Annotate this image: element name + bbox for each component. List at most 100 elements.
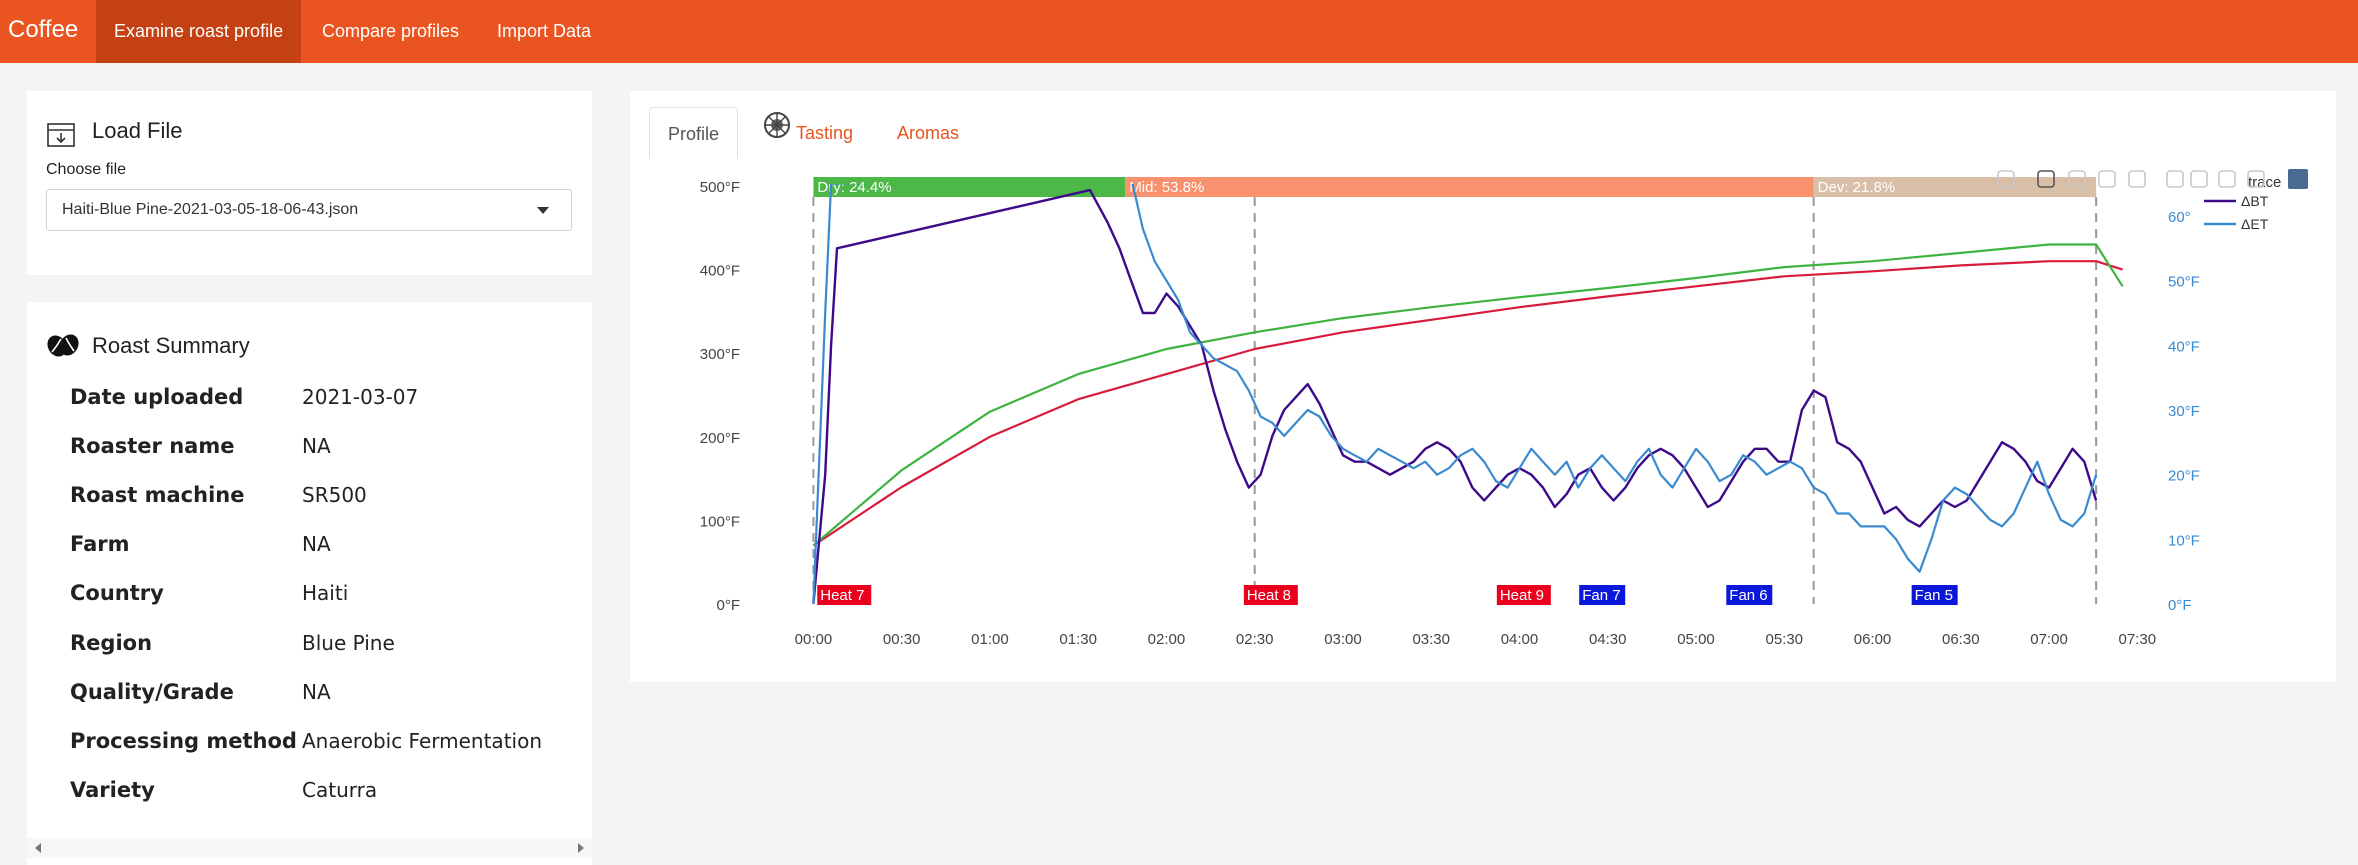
series-line (812, 188, 2098, 605)
phase-label: Dry: 24.4% (817, 179, 891, 196)
x-tick-label: 05:00 (1677, 631, 1715, 648)
roast-summary-title: Roast Summary (92, 333, 250, 358)
autoscale-icon[interactable] (2218, 170, 2236, 188)
caret-down-icon[interactable] (537, 207, 549, 214)
summary-key: Quality/Grade (70, 680, 234, 704)
y-tick-label: 100°F (700, 513, 740, 530)
summary-value: SR500 (302, 483, 367, 507)
y2-tick-label: 40°F (2168, 338, 2200, 355)
download-file-icon (46, 119, 76, 154)
summary-key: Region (70, 631, 153, 655)
event-label: Fan 5 (1915, 587, 1953, 604)
summary-key: Roaster name (70, 434, 235, 458)
summary-value: Haiti (302, 581, 349, 605)
summary-value: Blue Pine (302, 631, 395, 655)
choose-file-label: Choose file (46, 161, 127, 178)
summary-key: Date uploaded (70, 385, 244, 409)
brand-logo[interactable]: Coffee (8, 16, 79, 43)
event-badge (1911, 585, 1958, 605)
zoom-in-icon[interactable] (2166, 170, 2184, 188)
summary-key: Roast machine (70, 483, 245, 507)
x-tick-label: 04:00 (1501, 631, 1539, 648)
phase-label: Mid: 53.8% (1129, 179, 1204, 196)
y2-tick-label: 20°F (2168, 468, 2200, 485)
y-tick-label: 300°F (700, 346, 740, 363)
y2-tick-label: 30°F (2168, 403, 2200, 420)
x-tick-label: 02:30 (1236, 631, 1274, 648)
roast-summary-card: Roast Summary (27, 302, 592, 865)
x-tick-label: 07:30 (2119, 631, 2157, 648)
event-badge (1579, 585, 1626, 605)
summary-key: Variety (70, 778, 155, 802)
y-tick-label: 200°F (700, 430, 740, 447)
y2-tick-label: 50°F (2168, 274, 2200, 291)
event-label: Fan 6 (1729, 587, 1767, 604)
y2-tick-label: 60° (2168, 209, 2191, 226)
x-tick-label: 00:00 (795, 631, 833, 648)
series-line (812, 243, 2124, 547)
top-navbar: Coffee Examine roast profile Compare pro… (0, 0, 2358, 63)
reset-axes-icon[interactable] (2247, 170, 2265, 188)
series-line (812, 184, 2098, 605)
summary-key: Processing method (70, 729, 297, 753)
summary-value: NA (302, 532, 331, 556)
legend-entry: ΔBT (2241, 193, 2269, 209)
summary-key: Country (70, 581, 164, 605)
tab-tasting-label: Tasting (796, 123, 854, 143)
nav-compare-profiles[interactable]: Compare profiles (322, 21, 460, 41)
horizontal-scrollbar[interactable] (27, 838, 592, 858)
x-tick-label: 03:30 (1412, 631, 1450, 648)
event-label: Heat 7 (820, 587, 864, 604)
event-badge (817, 585, 872, 605)
y2-tick-label: 0°F (2168, 597, 2192, 614)
event-badge (1243, 585, 1298, 605)
scroll-right-arrow-icon[interactable] (578, 843, 584, 853)
summary-value: 2021-03-07 (302, 385, 419, 409)
x-tick-label: 02:00 (1148, 631, 1186, 648)
phase-bar (1813, 177, 2097, 197)
camera-icon[interactable] (1997, 170, 2015, 188)
box-select-icon[interactable] (2098, 170, 2116, 188)
scroll-left-arrow-icon[interactable] (35, 843, 41, 853)
legend-entry: ΔET (2241, 216, 2269, 232)
phase-label: Dev: 21.8% (1818, 179, 1896, 196)
load-file-card: Load File Choose file Haiti-Blue Pine-20… (27, 91, 592, 275)
summary-key: Farm (70, 532, 130, 556)
file-select-value: Haiti-Blue Pine-2021-03-05-18-06-43.json (62, 201, 359, 218)
plotly-logo-icon[interactable] (2288, 169, 2308, 189)
x-tick-label: 03:00 (1324, 631, 1362, 648)
nav-import-data[interactable]: Import Data (497, 21, 592, 41)
x-tick-label: 06:30 (1942, 631, 1980, 648)
series-line (812, 260, 2123, 547)
load-file-title: Load File (92, 118, 183, 143)
x-tick-label: 01:30 (1059, 631, 1097, 648)
pan-icon[interactable] (2068, 170, 2086, 188)
tab-aromas[interactable]: Aromas (897, 123, 960, 143)
roast-profile-chart[interactable]: 0°F 100°F 200°F 300°F 400°F 500°F 0°F 10°F 20°F 3… (630, 160, 2336, 660)
y-tick-label: 500°F (700, 179, 740, 196)
nav-examine-roast-profile[interactable]: Examine roast profile (96, 0, 302, 63)
x-tick-label: 07:00 (2030, 631, 2068, 648)
file-select[interactable]: Haiti-Blue Pine-2021-03-05-18-06-43.json (46, 189, 572, 231)
event-badge (1726, 585, 1773, 605)
tab-tasting[interactable]: Tasting (762, 107, 853, 159)
y-tick-label: 0°F (716, 597, 740, 614)
event-badge (1496, 585, 1551, 605)
phase-bar (813, 177, 1126, 197)
x-tick-label: 04:30 (1589, 631, 1627, 648)
summary-value: NA (302, 434, 331, 458)
x-tick-label: 00:30 (883, 631, 921, 648)
lasso-icon[interactable] (2128, 170, 2146, 188)
zoom-icon[interactable] (2037, 170, 2055, 188)
x-tick-label: 01:00 (971, 631, 1009, 648)
tab-profile[interactable]: Profile (649, 107, 739, 159)
y2-tick-label: 10°F (2168, 532, 2200, 549)
x-tick-label: 05:30 (1765, 631, 1803, 648)
event-label: Heat 9 (1500, 587, 1544, 604)
x-tick-label: 06:00 (1854, 631, 1892, 648)
y-tick-label: 400°F (700, 263, 740, 280)
summary-value: Anaerobic Fermentation (302, 729, 542, 753)
summary-value: NA (302, 680, 331, 704)
zoom-out-icon[interactable] (2190, 170, 2208, 188)
summary-value: Caturra (302, 778, 378, 802)
